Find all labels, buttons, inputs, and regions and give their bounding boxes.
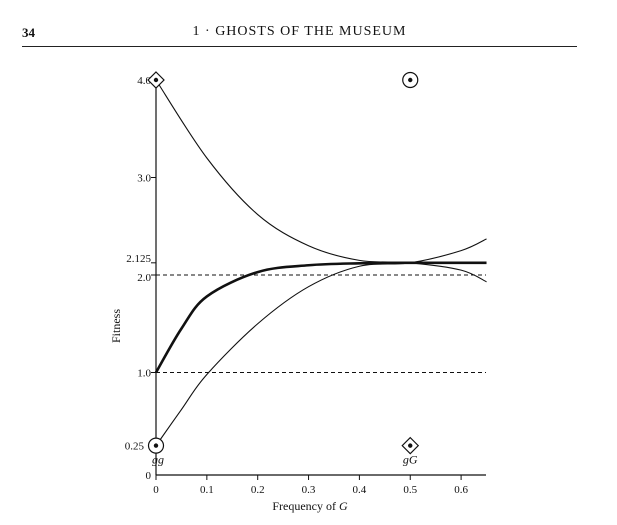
- y-tick-label: 0.25: [125, 441, 145, 453]
- marker-dot: [153, 77, 159, 83]
- x-axis-label: Frequency of G: [272, 499, 348, 513]
- running-head: 34 1 · GHOSTS OF THE MUSEUM: [22, 22, 577, 47]
- x-tick-label: 0.3: [302, 484, 316, 496]
- y-tick-label: 0: [146, 470, 152, 482]
- y-tick-label: 3.0: [137, 173, 151, 185]
- page-number: 34: [22, 25, 35, 40]
- x-tick-label: 0.1: [200, 484, 214, 496]
- axes: [155, 80, 486, 476]
- series-lines: [154, 79, 487, 446]
- x-tick-label: 0.6: [454, 484, 468, 496]
- marker-dot: [408, 443, 413, 448]
- y-tick-label: 1.0: [137, 368, 151, 380]
- x-axis-label-text: Frequency of: [272, 499, 339, 513]
- x-axis-label-variable: G: [339, 499, 348, 513]
- markers: [147, 71, 420, 455]
- x-tick-label: 0.2: [251, 484, 265, 496]
- circle-dot-marker-1: [402, 71, 419, 89]
- genotype-label: gG: [403, 453, 418, 467]
- x-tick-label: 0.4: [353, 484, 367, 496]
- circle-dot-marker-2: [147, 437, 165, 454]
- ticks: 0 0.25 1.0 2.0 2.125 3.0 4.0 0 0.1 0.2 0.3 0.4 0.5 0.…: [125, 75, 469, 496]
- y-tick-label: 2.0: [137, 272, 151, 284]
- reference-lines: [156, 274, 486, 373]
- series-line-0: [155, 79, 487, 283]
- x-tick-label: 0.5: [403, 484, 417, 496]
- chapter-title: 1 · GHOSTS OF THE MUSEUM: [192, 24, 407, 39]
- y-axis-label: Fitness: [109, 309, 123, 343]
- series-line-1: [154, 261, 487, 374]
- diamond-dot-marker-0: [147, 71, 165, 89]
- marker-dot: [408, 77, 413, 83]
- marker-dot: [153, 443, 159, 448]
- x-tick-label: 0: [153, 484, 159, 496]
- diamond-dot-marker-3: [401, 436, 420, 455]
- axis-labels: Frequency of G Fitness gg gG: [109, 309, 418, 513]
- y-tick-label: 4.0: [137, 75, 151, 87]
- series-line-2: [155, 238, 487, 446]
- y-tick-label: 2.125: [126, 253, 151, 265]
- genotype-label: gg: [152, 453, 164, 467]
